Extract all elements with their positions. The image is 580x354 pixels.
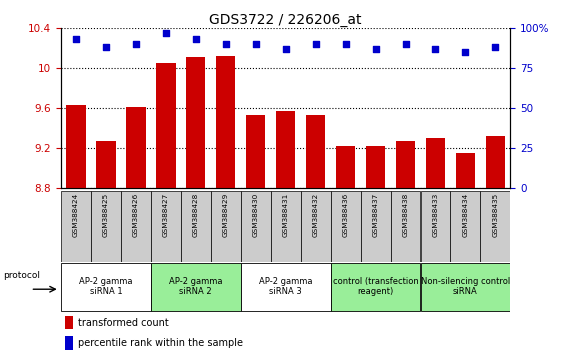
Text: AP-2 gamma
siRNA 1: AP-2 gamma siRNA 1: [79, 277, 133, 296]
Point: [401, 41, 410, 47]
Point: [341, 41, 350, 47]
Point: [221, 41, 230, 47]
Bar: [126, 107, 146, 188]
Point: [491, 45, 500, 50]
Title: GDS3722 / 226206_at: GDS3722 / 226206_at: [209, 13, 362, 27]
Bar: [151, 263, 241, 311]
Bar: [186, 57, 205, 188]
Bar: [396, 141, 415, 188]
Text: AP-2 gamma
siRNA 3: AP-2 gamma siRNA 3: [259, 277, 313, 296]
Bar: [336, 146, 356, 188]
Text: percentile rank within the sample: percentile rank within the sample: [78, 338, 243, 348]
Bar: [390, 191, 420, 262]
Point: [161, 30, 171, 36]
Bar: [61, 263, 151, 311]
Text: GSM388429: GSM388429: [223, 193, 229, 237]
Bar: [246, 115, 266, 188]
Point: [71, 37, 81, 42]
Text: GSM388434: GSM388434: [462, 193, 469, 237]
Text: GSM388424: GSM388424: [73, 193, 79, 237]
Bar: [66, 336, 74, 350]
Bar: [156, 63, 176, 188]
Bar: [451, 191, 480, 262]
Bar: [426, 138, 445, 188]
Text: GSM388435: GSM388435: [492, 193, 498, 237]
Text: GSM388433: GSM388433: [433, 193, 438, 237]
Bar: [485, 136, 505, 188]
Bar: [271, 191, 300, 262]
Bar: [91, 191, 121, 262]
Bar: [151, 191, 181, 262]
Text: GSM388436: GSM388436: [343, 193, 349, 237]
Text: transformed count: transformed count: [78, 318, 169, 327]
Text: GSM388428: GSM388428: [193, 193, 199, 237]
Bar: [331, 191, 361, 262]
Bar: [61, 191, 91, 262]
Text: GSM388425: GSM388425: [103, 193, 109, 237]
Text: AP-2 gamma
siRNA 2: AP-2 gamma siRNA 2: [169, 277, 223, 296]
Text: control (transfection
reagent): control (transfection reagent): [333, 277, 418, 296]
Bar: [241, 191, 271, 262]
Bar: [366, 146, 385, 188]
Text: GSM388437: GSM388437: [372, 193, 379, 237]
Bar: [306, 115, 325, 188]
Bar: [480, 191, 510, 262]
Point: [131, 41, 140, 47]
Bar: [96, 141, 115, 188]
Bar: [66, 105, 86, 188]
Text: GSM388426: GSM388426: [133, 193, 139, 237]
Bar: [456, 153, 475, 188]
Bar: [121, 191, 151, 262]
Text: GSM388431: GSM388431: [282, 193, 289, 237]
Bar: [241, 263, 331, 311]
Bar: [181, 191, 211, 262]
Text: protocol: protocol: [3, 271, 40, 280]
Text: GSM388432: GSM388432: [313, 193, 318, 237]
Point: [101, 45, 110, 50]
Text: GSM388438: GSM388438: [403, 193, 408, 237]
Bar: [420, 263, 510, 311]
Point: [431, 46, 440, 52]
Bar: [361, 191, 390, 262]
Text: Non-silencing control
siRNA: Non-silencing control siRNA: [421, 277, 510, 296]
Bar: [300, 191, 331, 262]
Point: [461, 50, 470, 55]
Point: [281, 46, 290, 52]
Bar: [276, 111, 295, 188]
Point: [251, 41, 260, 47]
Point: [311, 41, 320, 47]
Bar: [211, 191, 241, 262]
Text: GSM388430: GSM388430: [253, 193, 259, 237]
Bar: [216, 56, 235, 188]
Text: GSM388427: GSM388427: [163, 193, 169, 237]
Bar: [66, 316, 74, 329]
Point: [191, 37, 201, 42]
Bar: [420, 191, 451, 262]
Point: [371, 46, 380, 52]
Bar: [331, 263, 420, 311]
